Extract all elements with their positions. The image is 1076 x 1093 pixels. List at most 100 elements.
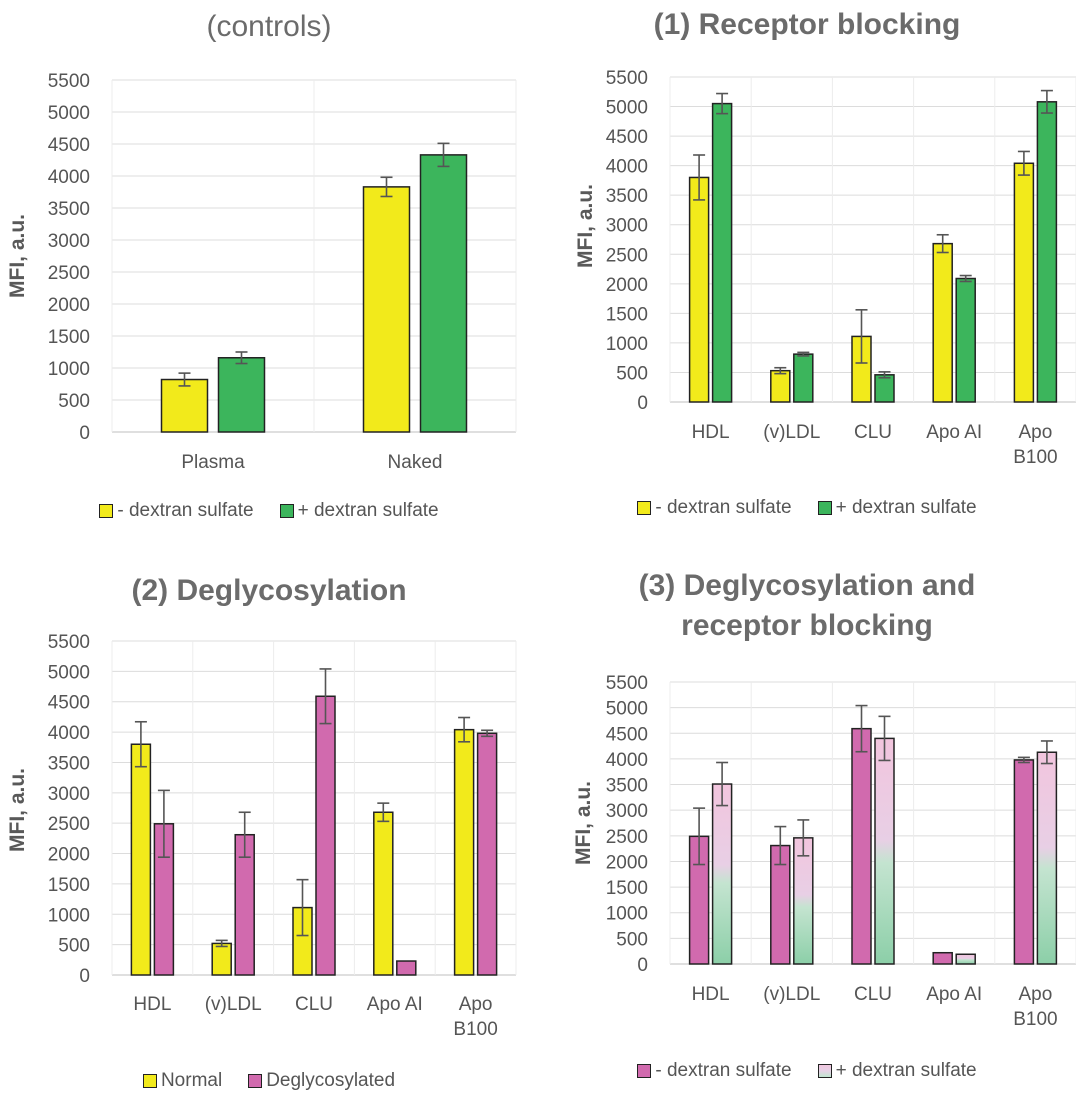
y-tick-label: 2500: [48, 814, 90, 835]
x-tick-label: CLU: [854, 984, 892, 1005]
x-tick-label: (v)LDL: [763, 422, 820, 443]
bar: [688, 176, 710, 403]
y-tick-label: 0: [637, 955, 648, 976]
bar: [1036, 751, 1058, 965]
y-tick-label: 5500: [606, 68, 648, 89]
x-tick-label: Apo AI: [926, 422, 982, 443]
legend-item-series-1: - dextran sulfate: [99, 500, 254, 522]
y-tick-label: 3000: [606, 216, 648, 237]
bar: [955, 277, 976, 403]
x-tick-label: CLU: [854, 422, 892, 443]
y-tick-label: 5500: [606, 673, 648, 694]
bar: [211, 942, 232, 976]
legend-label: + dextran sulfate: [297, 500, 439, 521]
legend-swatch: [817, 1064, 832, 1078]
y-tick-label: 4000: [606, 157, 648, 178]
y-tick-label: 500: [616, 363, 648, 384]
chart-panel-deglycosylation: (2) Deglycosylation 0 500 1000 1500 2000 2500…: [0, 550, 538, 1093]
legend: Normal Deglycosylated: [0, 1070, 538, 1092]
y-tick-label: 500: [616, 929, 648, 950]
y-tick-label: 1500: [48, 327, 90, 348]
chart-title: (controls): [206, 10, 332, 43]
y-tick-label: 3500: [48, 753, 90, 774]
bar: [793, 837, 814, 965]
x-tick-label: HDL: [692, 422, 730, 443]
y-tick-label: 4500: [48, 135, 90, 156]
chart-title: (2) Deglycosylation: [131, 574, 407, 607]
chart-title: (1) Receptor blocking: [653, 8, 961, 41]
y-tick-label: 4500: [606, 127, 648, 148]
y-tick-label: 4000: [48, 723, 90, 744]
legend-item-series-2: + dextran sulfate: [279, 500, 439, 522]
y-tick-label: 2500: [606, 245, 648, 266]
chart-panel-controls: (controls) 0 500 1000 1500 2000 2500 3000 3500 4…: [0, 0, 538, 540]
legend-label: + dextran sulfate: [835, 497, 977, 518]
y-tick-label: 3500: [48, 199, 90, 220]
x-tick-label: Apo: [1018, 422, 1052, 443]
bar: [932, 242, 953, 403]
bar: [1013, 759, 1035, 965]
bar: [874, 374, 895, 403]
legend-label: Normal: [160, 1070, 223, 1091]
legend-label: - dextran sulfate: [655, 497, 792, 518]
y-tick-label: 3500: [606, 186, 648, 207]
legend-label: - dextran sulfate: [655, 1060, 792, 1081]
legend-swatch: [637, 501, 652, 515]
legend-item-series-2: + dextran sulfate: [817, 1060, 977, 1082]
x-tick-label: HDL: [133, 994, 171, 1015]
y-tick-label: 4500: [606, 724, 648, 745]
bar: [373, 811, 394, 976]
x-tick-label: B100: [1013, 1009, 1057, 1030]
y-tick-label: 1000: [606, 904, 648, 925]
legend-item-series-2: Deglycosylated: [248, 1070, 395, 1092]
y-tick-label: 0: [79, 966, 90, 987]
y-tick-label: 3000: [48, 231, 90, 252]
x-tick-label: B100: [453, 1019, 497, 1040]
bar: [932, 951, 953, 965]
chart-panel-deglycosylation-receptor-blocking: (3) Deglycosylation and receptor blockin…: [538, 550, 1076, 1093]
legend-swatch: [637, 1064, 652, 1078]
bar: [851, 727, 872, 965]
y-tick-label: 500: [58, 391, 90, 412]
legend-swatch: [248, 1074, 263, 1088]
legend-swatch: [279, 504, 294, 518]
y-tick-label: 1500: [606, 304, 648, 325]
y-tick-label: 1500: [48, 875, 90, 896]
legend-item-series-1: - dextran sulfate: [637, 1060, 792, 1082]
x-tick-label: (v)LDL: [205, 994, 262, 1015]
bar: [1036, 101, 1058, 403]
bar: [160, 378, 209, 433]
legend-label: Deglycosylated: [266, 1070, 396, 1091]
y-tick-label: 0: [79, 423, 90, 444]
y-tick-label: 5000: [606, 699, 648, 720]
y-tick-label: 5000: [48, 103, 90, 124]
legend-item-series-2: + dextran sulfate: [817, 497, 977, 519]
bar: [315, 695, 336, 976]
y-tick-label: 2500: [606, 827, 648, 848]
y-axis-label: MFI, a.u.: [6, 768, 29, 852]
legend-label: + dextran sulfate: [835, 1060, 977, 1081]
y-axis-label: MFI, a.u.: [574, 184, 597, 268]
bar: [362, 186, 411, 433]
bar: [711, 783, 733, 965]
x-tick-label: HDL: [692, 984, 730, 1005]
bar: [955, 953, 976, 965]
x-tick-label: Plasma: [181, 452, 245, 473]
bar: [217, 357, 266, 433]
y-tick-label: 1000: [606, 334, 648, 355]
bar: [476, 732, 498, 976]
y-tick-label: 1500: [606, 878, 648, 899]
y-tick-label: 3000: [606, 801, 648, 822]
y-tick-label: 2000: [48, 295, 90, 316]
y-tick-label: 1000: [48, 905, 90, 926]
y-tick-label: 5000: [48, 662, 90, 683]
x-tick-label: B100: [1013, 447, 1057, 468]
bar: [711, 102, 733, 403]
y-tick-label: 4500: [48, 693, 90, 714]
chart-svg: 0 500 1000 1500 2000 2500 3000 3500 4000 4500 5000…: [6, 71, 517, 473]
y-tick-label: 2000: [606, 852, 648, 873]
x-tick-label: Apo: [459, 994, 493, 1015]
y-tick-label: 0: [637, 393, 648, 414]
legend: - dextran sulfate + dextran sulfate: [0, 500, 538, 522]
y-tick-label: 5500: [48, 632, 90, 653]
